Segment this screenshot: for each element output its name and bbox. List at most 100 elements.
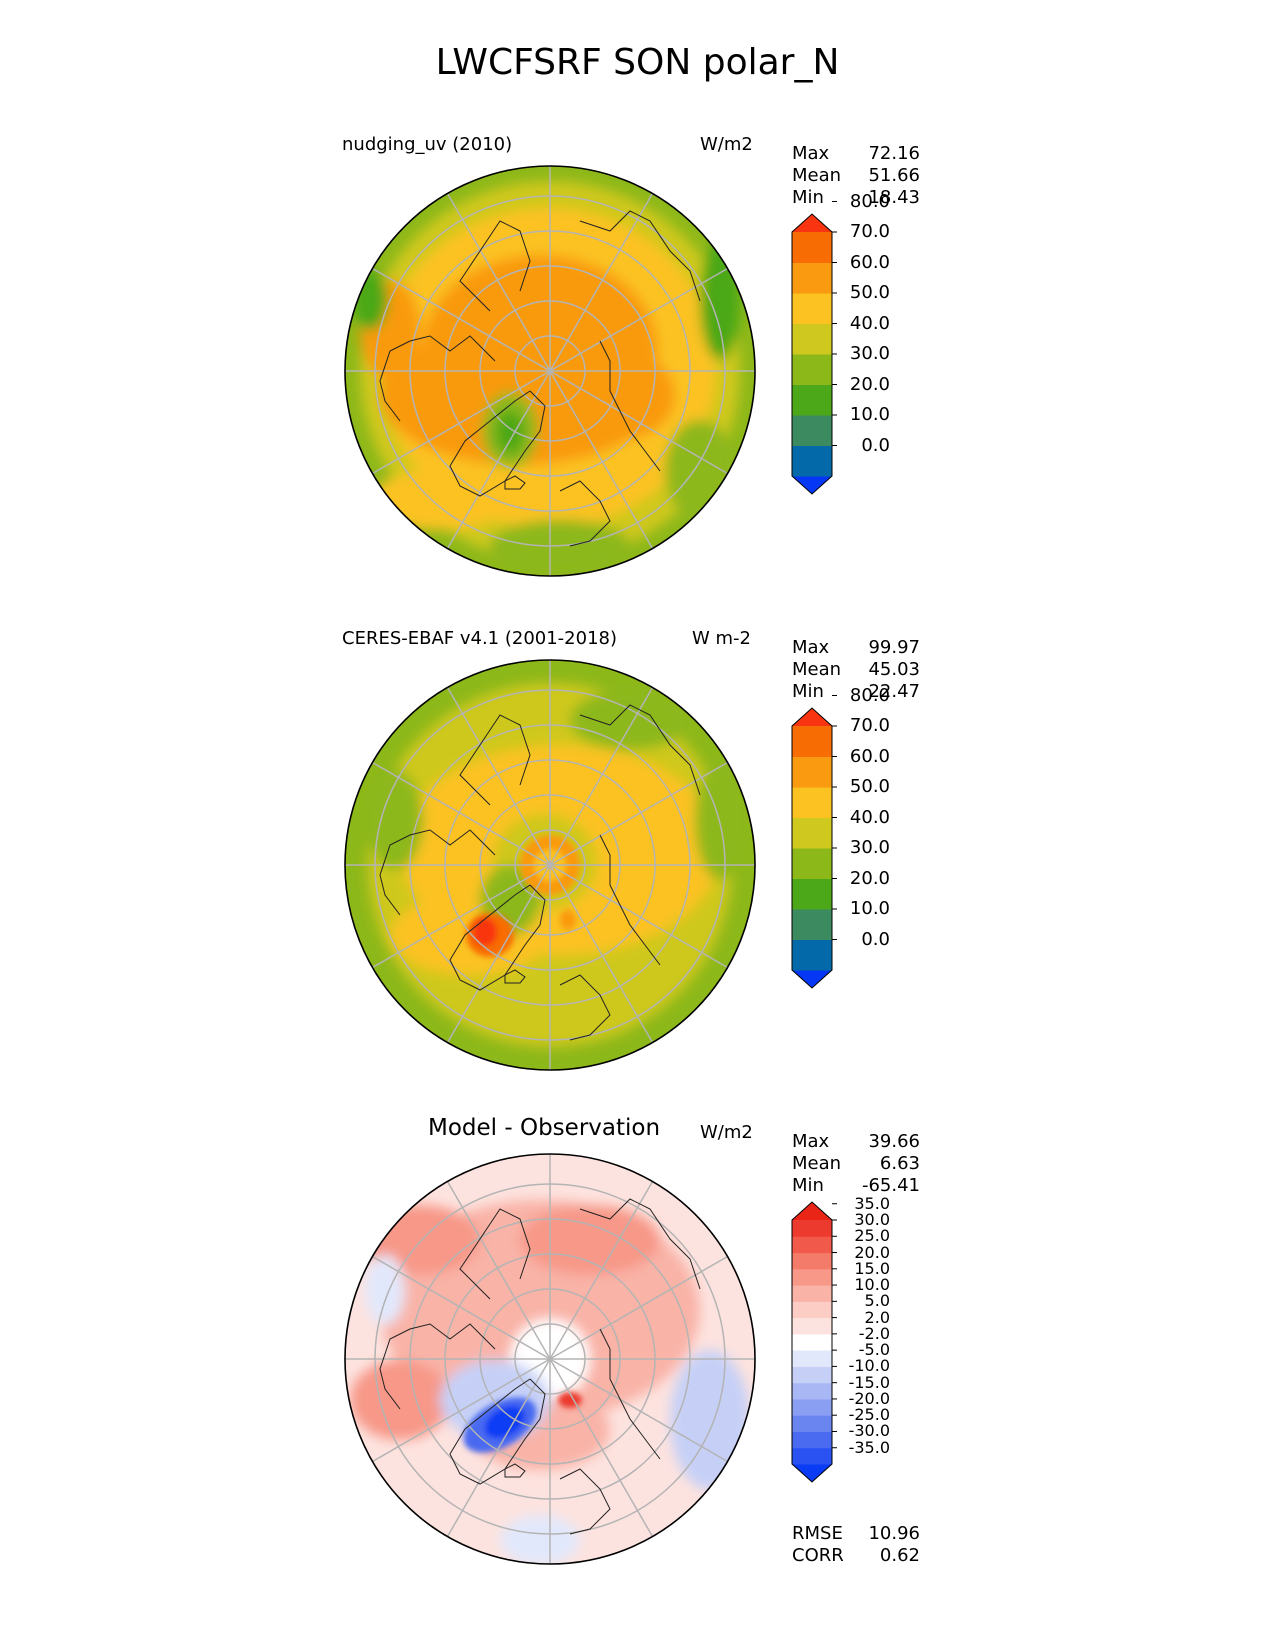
map-fill-band (400, 745, 720, 955)
latitude-line (374, 1183, 726, 1535)
stats-box: Max 72.16 Mean 51.66 Min 18.43 (792, 143, 920, 209)
colorbar-tick-label: 2.0 (864, 1307, 890, 1327)
latitude-line (374, 689, 726, 1041)
colorbar-tick-label: 10.0 (849, 404, 890, 425)
colorbar-tick-label: -15.0 (848, 1372, 890, 1392)
map-fill-band (493, 814, 597, 910)
map-fill-band (484, 1405, 526, 1439)
panel-model: nudging_uv (2010) W/m2 Max 72.16 Mean 51.6… (0, 0, 1275, 470)
colorbar-segment (792, 878, 832, 910)
meridian-line (446, 687, 551, 866)
meridian-line (372, 761, 551, 866)
map-fill-band (490, 520, 630, 570)
colorbar-extend-max (792, 708, 832, 726)
panel-units: W/m2 (700, 1122, 753, 1143)
meridian-line (549, 1181, 654, 1360)
map-fill-band (520, 1205, 660, 1275)
stat-mean-label: Mean (792, 659, 842, 680)
corr-label: CORR (792, 1545, 844, 1566)
colorbar-tick-label: 30.0 (849, 837, 890, 858)
map-fill-band (360, 1205, 480, 1275)
meridian-line (372, 1255, 551, 1360)
colorbar-tick-label: 0.0 (861, 434, 890, 456)
polar-map-difference (345, 1154, 755, 1564)
stat-min-label: Min (792, 1175, 824, 1196)
colorbar-segment (792, 1236, 832, 1254)
colorbar (791, 695, 837, 989)
colorbar-segment (792, 1301, 832, 1319)
meridian-line (549, 687, 654, 866)
colorbar-segment (792, 1252, 832, 1270)
colorbar-extend-min (792, 970, 832, 988)
map-fill-band (470, 1390, 610, 1470)
stat-max: 39.66 (868, 1131, 920, 1152)
stat-max: 72.16 (868, 143, 920, 164)
map-fill-band (466, 913, 514, 957)
pole-marker (548, 863, 552, 867)
colorbar-tick-label: 5.0 (864, 1291, 890, 1311)
colorbar-tick-label: -25.0 (848, 1405, 890, 1425)
map-fill-band (480, 865, 540, 935)
colorbar-extend-max (792, 1202, 832, 1220)
map-fill-band (558, 1392, 582, 1408)
colorbar-tick-label: 70.0 (849, 715, 890, 736)
colorbar-tick-label: 50.0 (849, 776, 890, 797)
colorbar-segment (792, 1333, 832, 1351)
colorbar-tick-label: 40.0 (849, 312, 890, 334)
colorbar-segment (792, 1415, 832, 1432)
map-fill-band (670, 1350, 750, 1490)
meridian-line (446, 1181, 551, 1360)
map-fill-band-outer (345, 1154, 755, 1564)
colorbar-segment (792, 1398, 832, 1416)
colorbar-tick-label: 80.0 (849, 190, 890, 212)
meridian-line (549, 864, 654, 1043)
colorbar-segment (792, 848, 832, 879)
graticule (345, 660, 755, 1070)
stat-mean: 6.63 (879, 1153, 920, 1174)
map-fill-band (534, 849, 566, 881)
colorbar-segment (792, 939, 832, 971)
stat-max: 99.97 (868, 637, 920, 658)
colorbar-tick-label: 50.0 (849, 282, 890, 303)
colorbar-segment (792, 817, 832, 849)
colorbar-segment (792, 909, 832, 940)
colorbar-segment (792, 1268, 832, 1286)
colorbar-segment (792, 1366, 832, 1384)
colorbar-tick-label: -20.0 (848, 1388, 890, 1408)
colorbar-outline (791, 1201, 833, 1483)
colorbar-tick-label: -2.0 (858, 1323, 890, 1343)
colorbar-segment (792, 1285, 832, 1302)
meridian-line (549, 761, 728, 866)
latitude-line (514, 829, 586, 901)
map-fill-band (510, 1319, 590, 1399)
panel-label-left: nudging_uv (2010) (342, 134, 513, 155)
colorbar-tick-label: 35.0 (854, 1193, 890, 1213)
graticule (345, 1154, 755, 1564)
map-fill-band (350, 1360, 450, 1440)
latitude-line (409, 1218, 691, 1500)
coastline (379, 704, 701, 1041)
colorbar-tick-label: 30.0 (849, 343, 890, 364)
corr-value: 0.62 (879, 1545, 920, 1566)
colorbar-tick-label: 0.0 (861, 928, 890, 950)
colorbar-tick-label: 60.0 (849, 251, 890, 273)
colorbar-segment (792, 756, 832, 788)
colorbar-tick-label: 40.0 (849, 806, 890, 828)
panel-title: Model - Observation (428, 1115, 661, 1141)
latitude-line (514, 1323, 586, 1395)
map-fill-band (520, 835, 580, 895)
colorbar-tick-label: -5.0 (858, 1340, 890, 1360)
meridian-line (372, 1358, 551, 1463)
map-fill-band (500, 1515, 580, 1564)
colorbar-tick-label: 70.0 (849, 221, 890, 242)
map-fill-band (365, 1255, 405, 1325)
stat-mean-label: Mean (792, 1153, 842, 1174)
stat-min: 22.47 (868, 681, 920, 702)
map-fill-band (570, 690, 690, 750)
stat-max-label: Max (792, 1131, 830, 1152)
stat-min: -65.41 (861, 1175, 920, 1196)
map-fill-band-outer (345, 660, 755, 1070)
meridian-line (372, 864, 551, 969)
colorbar-tick-label: 25.0 (854, 1226, 890, 1246)
map-fill-band (440, 1360, 550, 1440)
